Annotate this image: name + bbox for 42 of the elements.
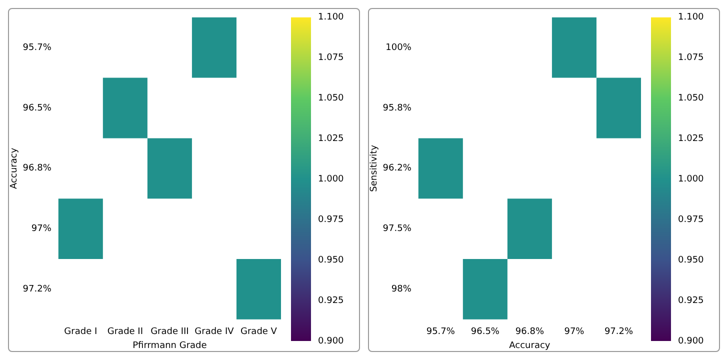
x-tick-label: Grade III	[150, 327, 189, 338]
y-tick-label: 97%	[31, 224, 52, 234]
y-tick-label: 95.8%	[382, 103, 412, 114]
color-bar-label: 1.025	[318, 134, 344, 144]
color-bar-label: 1.000	[678, 174, 704, 185]
x-tick-label: Grade IV	[194, 327, 235, 338]
x-tick-label: 97.2%	[604, 327, 634, 338]
x-axis-title: Accuracy	[509, 340, 551, 351]
color-bar-label: 0.925	[318, 296, 344, 306]
y-tick-label: 95.7%	[22, 42, 52, 53]
color-bar-label: 1.100	[678, 12, 704, 23]
y-tick-label: 97.2%	[22, 284, 52, 295]
color-bar-label: 0.975	[678, 214, 704, 225]
y-tick-label: 96.2%	[382, 164, 412, 174]
x-tick-label: 96.8%	[515, 327, 544, 338]
color-bar-label: 0.950	[678, 255, 704, 266]
x-tick-label: Grade V	[240, 327, 278, 338]
y-tick-label: 100%	[386, 42, 412, 53]
x-tick-label: 97%	[564, 327, 585, 338]
y-tick-label: 96.5%	[22, 103, 52, 114]
color-bar-label: 1.050	[678, 94, 704, 104]
color-bar-label: 1.075	[678, 53, 704, 64]
color-bar-label: 0.975	[318, 214, 344, 225]
color-bar-label: 1.075	[318, 53, 344, 64]
y-axis-title: Sensitivity	[370, 144, 380, 192]
color-bar-label: 0.925	[678, 296, 704, 306]
y-tick-label: 96.8%	[22, 164, 52, 174]
x-tick-label: Grade II	[107, 327, 143, 338]
color-bar-label: 1.050	[318, 94, 344, 104]
color-bar-label: 1.100	[318, 12, 344, 23]
color-bar-label: 1.000	[318, 174, 344, 185]
color-bar-label: 1.025	[678, 134, 704, 144]
x-axis-title: Pfirrmann Grade	[132, 340, 208, 351]
y-tick-label: 98%	[391, 284, 412, 295]
color-bar-label: 0.950	[318, 255, 344, 266]
x-tick-label: Grade I	[64, 327, 98, 338]
y-tick-label: 97.5%	[382, 224, 412, 234]
y-axis-title: Accuracy	[10, 147, 20, 189]
color-bar-label: 0.900	[678, 336, 704, 346]
x-tick-label: 96.5%	[470, 327, 500, 338]
x-tick-label: 95.7%	[426, 327, 456, 338]
color-bar-label: 0.900	[318, 336, 344, 346]
